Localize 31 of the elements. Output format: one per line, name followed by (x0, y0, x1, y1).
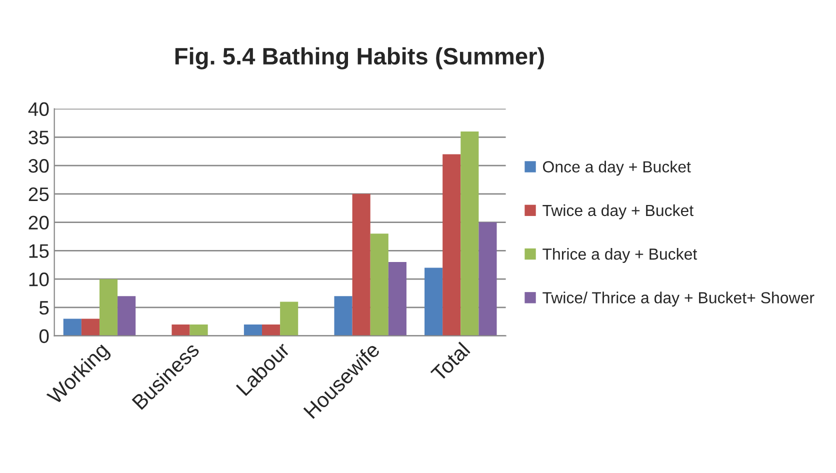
bar (280, 302, 298, 336)
legend-label: Once a day + Bucket (542, 160, 691, 176)
y-tick-label: 35 (28, 130, 49, 144)
bar (63, 318, 82, 336)
y-tick-label: 25 (28, 187, 49, 202)
bar (424, 268, 443, 336)
bar (388, 262, 406, 336)
y-tick-label: 20 (28, 216, 49, 230)
y-tick-label: 0 (39, 329, 49, 344)
y-tick-label: 30 (28, 159, 49, 173)
y-tick-label: 15 (29, 244, 49, 258)
bar (262, 324, 280, 336)
bar (118, 296, 136, 336)
bar (460, 131, 479, 336)
y-tick-label: 5 (39, 301, 49, 315)
y-tick-label: 40 (28, 102, 49, 116)
legend-label: Twice/ Thrice a day + Bucket+ Shower (542, 292, 814, 307)
bar (190, 324, 208, 336)
bar (370, 234, 388, 336)
bar (442, 154, 461, 336)
bar (172, 324, 190, 336)
bar (352, 194, 370, 336)
y-tick-label: 10 (29, 272, 49, 286)
bar (334, 296, 352, 336)
bar (99, 279, 118, 336)
chart-title: Fig. 5.4 Bathing Habits (Summer) (175, 47, 544, 70)
bar (81, 318, 100, 336)
bar (244, 324, 262, 336)
legend-label: Thrice a day + Bucket (542, 248, 698, 263)
bar (478, 222, 497, 336)
legend-label: Twice a day + Bucket (542, 204, 694, 220)
